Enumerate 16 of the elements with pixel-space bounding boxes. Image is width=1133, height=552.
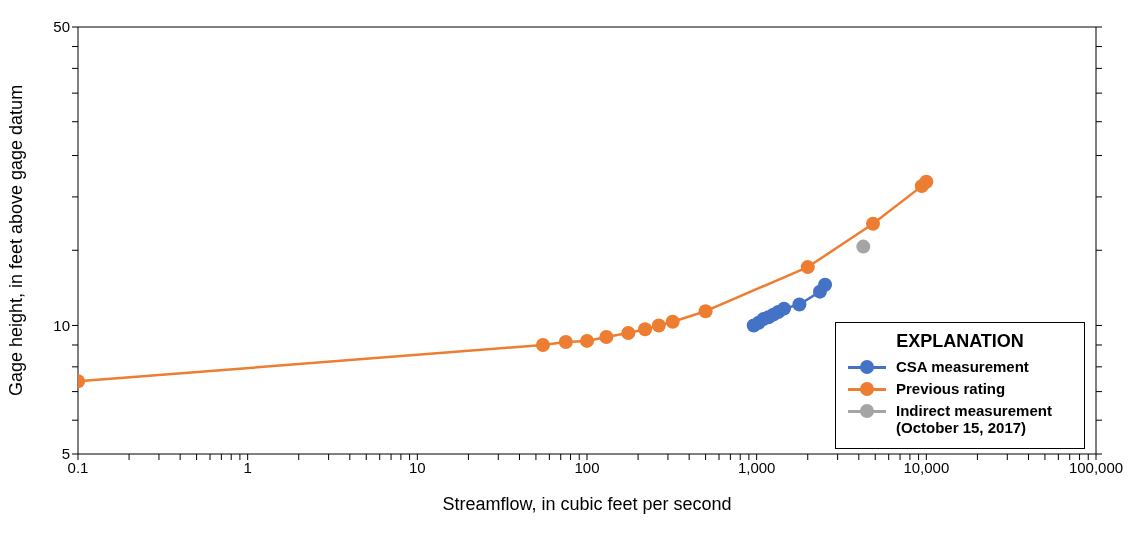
x-tick-label: 100,000 [1068,458,1124,476]
x-tick-label: 10 [408,458,426,476]
x-tick-label: 1,000 [737,458,776,476]
x-tick-label: 100 [574,458,600,476]
y-tick-label: 5 [61,445,70,463]
y-axis-title: Gage height, in feet above gage datum [6,84,27,397]
y-tick-label: 10 [53,316,70,334]
x-tick-label: 1 [243,458,252,476]
legend-label: Indirect measurement (October 15, 2017) [896,402,1053,436]
legend-label: Previous rating [896,380,1007,397]
legend-label: CSA measurement [896,358,1030,375]
y-tick-label: 50 [53,18,70,36]
x-axis-title: Streamflow, in cubic feet per second [442,494,732,514]
legend-title: EXPLANATION [895,331,1025,352]
x-tick-label: 0.1 [67,458,89,476]
x-tick-label: 10,000 [903,458,950,476]
